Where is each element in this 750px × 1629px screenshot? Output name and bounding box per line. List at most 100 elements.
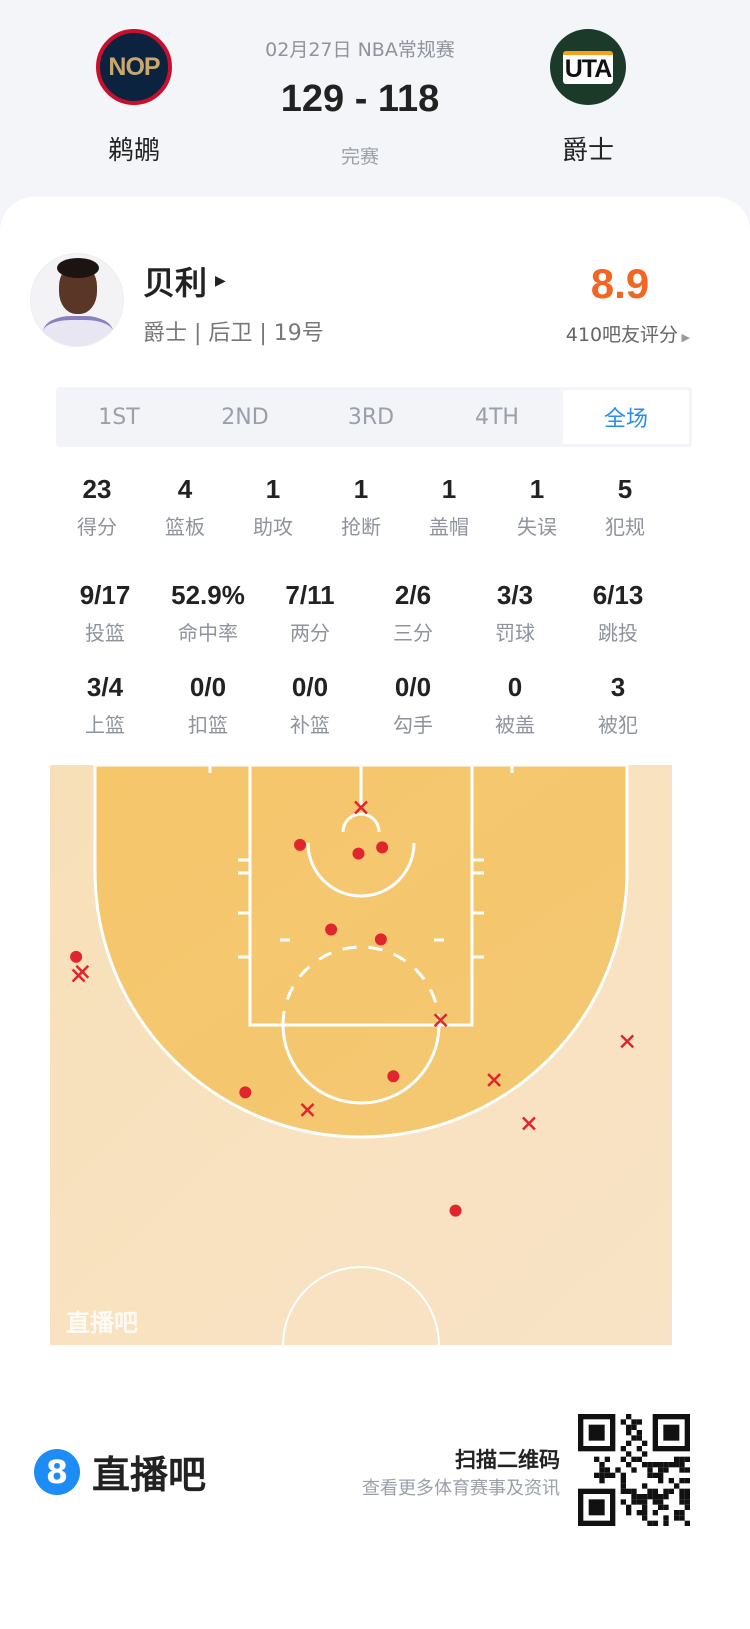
stat-label: 命中率	[178, 621, 238, 645]
stat-value: 9/17	[79, 580, 131, 610]
player-name: 贝利	[143, 264, 208, 302]
stat-value: 0/0	[189, 672, 227, 702]
stat-value: 4	[177, 474, 193, 504]
three-point-area	[93, 765, 629, 1139]
stat-item: 1 助攻	[218, 474, 328, 540]
stat-label: 勾手	[393, 713, 433, 737]
home-team-logo[interactable]: NOP	[96, 29, 172, 105]
stat-item: 1 失误	[482, 474, 592, 540]
stat-value: 5	[617, 474, 633, 504]
shot-missed-marker	[75, 964, 90, 979]
stat-label: 盖帽	[429, 515, 469, 539]
shot-missed-marker	[433, 1013, 448, 1028]
stat-value: 0/0	[291, 672, 329, 702]
brand-logo[interactable]: 8 直播吧	[34, 1444, 206, 1499]
tab-2nd[interactable]: 2ND	[221, 404, 269, 430]
stat-value: 6/13	[592, 580, 644, 610]
lane	[248, 765, 474, 1027]
player-rating: 8.9	[590, 260, 650, 307]
away-team-name: 爵士	[561, 136, 614, 166]
match-score: 129 - 118	[280, 78, 440, 120]
free-throw-circle-bottom	[281, 1024, 441, 1105]
home-team-abbr: NOP	[108, 52, 160, 81]
stat-item: 1 抢断	[306, 474, 416, 540]
stat-item: 0/0 勾手	[358, 672, 468, 738]
shot-made-marker	[239, 1086, 252, 1099]
court-watermark: 直播吧	[66, 1309, 138, 1337]
player-name-link[interactable]: 贝利 ▶	[143, 258, 226, 304]
play-arrow-icon: ▶	[215, 273, 226, 289]
stat-item: 1 盖帽	[394, 474, 504, 540]
rating-count: 410吧友评分	[565, 324, 679, 346]
stat-item: 7/11 两分	[255, 580, 365, 646]
stat-item: 52.9% 命中率	[153, 580, 263, 646]
shot-missed-marker	[354, 800, 368, 815]
away-team-abbr: UTA	[562, 50, 614, 84]
stat-value: 1	[353, 474, 369, 504]
stat-item: 5 犯规	[570, 474, 680, 540]
match-date-league: 02月27日 NBA常规赛	[265, 39, 455, 61]
brand-badge-text: 8	[45, 1452, 69, 1491]
stat-value: 52.9%	[171, 580, 245, 610]
stat-value: 3/3	[496, 580, 534, 610]
stat-value: 3/4	[86, 672, 124, 702]
stat-item: 0/0 扣篮	[153, 672, 263, 738]
brand-name: 直播吧	[92, 1453, 207, 1497]
restricted-arc-top	[341, 812, 381, 833]
stat-value: 0	[507, 672, 523, 702]
stat-label: 被盖	[495, 713, 535, 737]
stat-label: 抢断	[341, 515, 381, 539]
shot-made-marker	[352, 847, 365, 860]
stat-item: 3/3 罚球	[460, 580, 570, 646]
stat-value: 2/6	[394, 580, 432, 610]
stat-label: 篮板	[165, 515, 205, 539]
qr-subtitle: 查看更多体育赛事及资讯	[362, 1478, 560, 1499]
match-status: 完赛	[340, 146, 379, 168]
stat-label: 补篮	[290, 713, 330, 737]
shot-missed-marker	[522, 1116, 536, 1131]
player-avatar[interactable]	[30, 253, 124, 347]
stat-label: 助攻	[253, 515, 293, 539]
stat-item: 9/17 投篮	[50, 580, 160, 646]
stat-label: 跳投	[598, 621, 638, 645]
stat-value: 0/0	[394, 672, 432, 702]
stat-item: 3 被犯	[563, 672, 673, 738]
shot-missed-marker	[300, 1102, 315, 1117]
shot-made-marker	[294, 838, 307, 851]
stat-item: 4 篮板	[130, 474, 240, 540]
home-team-name: 鹈鹕	[107, 136, 160, 166]
center-circle	[282, 1266, 440, 1345]
shot-made-marker	[449, 1204, 462, 1217]
shot-made-marker	[70, 950, 83, 963]
stat-item: 0 被盖	[460, 672, 570, 738]
shot-missed-marker	[487, 1073, 501, 1087]
player-meta: 爵士 | 后卫 | 19号	[143, 321, 324, 346]
stat-label: 两分	[290, 621, 330, 645]
rating-count-link[interactable]: 410吧友评分 ▶	[530, 320, 690, 347]
free-throw-circle-top	[281, 945, 441, 1026]
shot-made-marker	[374, 933, 387, 946]
tab-3rd[interactable]: 3RD	[347, 404, 395, 430]
shot-made-marker	[376, 841, 389, 854]
tab-full-game[interactable]: 全场	[563, 390, 689, 444]
brand-badge: 8	[34, 1448, 80, 1495]
stat-label: 得分	[77, 515, 117, 539]
stat-item: 6/13 跳投	[563, 580, 673, 646]
stat-value: 7/11	[285, 580, 335, 610]
stat-value: 1	[441, 474, 457, 504]
qr-code[interactable]	[578, 1414, 690, 1526]
stat-item: 2/6 三分	[358, 580, 468, 646]
chevron-right-icon: ▶	[678, 331, 690, 344]
tab-1st[interactable]: 1ST	[98, 404, 140, 430]
stat-value: 3	[610, 672, 626, 702]
shot-missed-marker	[620, 1034, 635, 1049]
stat-item: 23 得分	[42, 474, 152, 540]
away-team-logo[interactable]: UTA	[550, 29, 626, 105]
stat-label: 扣篮	[188, 713, 228, 737]
stat-label: 被犯	[598, 713, 638, 737]
tab-4th[interactable]: 4TH	[475, 404, 519, 430]
shot-chart: 直播吧	[50, 765, 672, 1345]
restricted-area	[306, 842, 416, 898]
stat-label: 罚球	[495, 621, 535, 645]
stat-label: 失误	[517, 515, 557, 539]
